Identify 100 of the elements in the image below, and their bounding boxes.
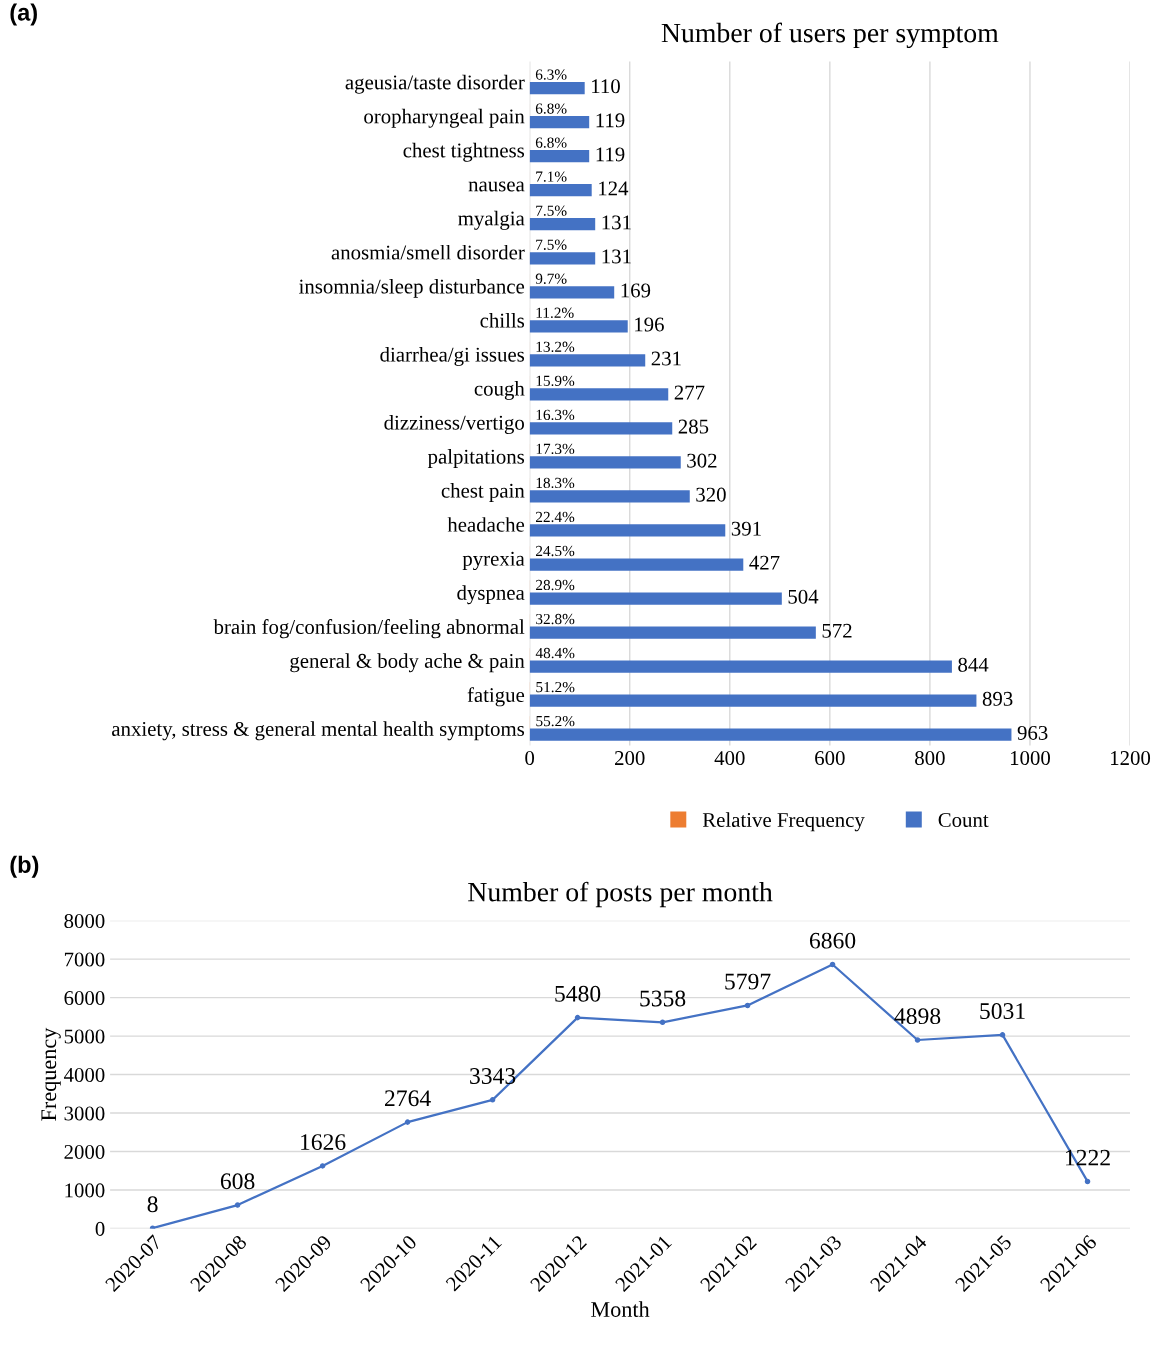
text: (b) [10, 855, 39, 878]
point [914, 1037, 921, 1043]
data-label: 2764 [385, 1090, 431, 1107]
data-label: 1626 [301, 1134, 346, 1150]
y-tick-label: ageusia/taste disorder [345, 74, 525, 94]
data-label: 18.3% [536, 477, 575, 489]
data-label: 196 [635, 317, 664, 332]
data-label: 51.2% [536, 681, 575, 693]
data-label: 5797 [725, 973, 771, 990]
bar [529, 116, 590, 129]
bar [529, 320, 628, 333]
legend-label: Relative Frequency [702, 812, 865, 832]
data-label: 8 [147, 1196, 158, 1213]
point [999, 1032, 1006, 1038]
y-tick-label: oropharyngeal pain [364, 108, 525, 128]
x-tick-label: 600 [815, 751, 845, 766]
y-tick-label: 7000 [64, 952, 105, 967]
y-tick-label: anosmia/smell disorder [331, 244, 525, 260]
y-tick-label: 6000 [64, 990, 105, 1006]
y-tick-label: dyspnea [457, 585, 525, 605]
y-tick-label: diarrhea/gi issues [380, 346, 525, 366]
data-label: 110 [592, 79, 620, 94]
y-axis-title: Frequency [41, 1027, 61, 1121]
y-tick-label: fatigue [467, 687, 525, 707]
chart-title: Number of posts per month [468, 881, 773, 908]
point [404, 1119, 411, 1125]
bar [529, 81, 585, 95]
y-tick-label: pyrexia [462, 551, 525, 571]
y-tick-label: chills [480, 312, 525, 328]
data-label: 15.9% [536, 375, 575, 387]
bar [529, 218, 596, 231]
data-label: 277 [674, 385, 705, 400]
data-label: 11.2% [536, 307, 574, 318]
y-tick-label: 2000 [64, 1144, 105, 1159]
data-label: 6.3% [535, 69, 567, 80]
data-label: 48.4% [535, 647, 575, 659]
x-tick-label: 0 [525, 751, 535, 766]
bar [529, 252, 596, 265]
data-label: 5031 [980, 1003, 1025, 1019]
data-label: 572 [822, 623, 852, 638]
point [744, 1002, 751, 1009]
data-label: 608 [220, 1173, 255, 1190]
data-label: 7.5% [536, 205, 567, 216]
bar [529, 626, 816, 639]
y-tick-label: myalgia [458, 210, 525, 230]
data-label: 28.9% [536, 579, 575, 591]
data-label: 963 [1017, 725, 1048, 740]
data-label: 169 [621, 283, 651, 298]
point [829, 961, 836, 968]
bar [529, 660, 952, 673]
data-label: 17.3% [536, 443, 575, 455]
bar [529, 524, 726, 537]
point [574, 1014, 581, 1021]
data-label: 119 [596, 147, 625, 162]
x-tick-label: 1000 [1010, 751, 1050, 766]
point [489, 1097, 496, 1103]
data-label: 893 [982, 691, 1013, 706]
data-label: 24.5% [536, 545, 575, 557]
data-label: 6.8% [535, 103, 567, 114]
data-label: 131 [602, 249, 631, 264]
point [319, 1163, 326, 1169]
data-label: 119 [596, 113, 625, 128]
data-label: 5480 [555, 985, 601, 1002]
data-label: 16.3% [536, 409, 575, 421]
bar [529, 456, 681, 469]
data-label: 6.8% [535, 137, 567, 148]
bar [529, 388, 669, 401]
data-label: 9.7% [535, 273, 567, 284]
x-tick-label: 1200 [1111, 751, 1151, 766]
bar [529, 184, 592, 197]
data-label: 4898 [894, 1008, 941, 1025]
y-tick-label: general & body ache & pain [290, 653, 525, 673]
y-tick-label: 8000 [64, 914, 105, 929]
data-label: 320 [696, 487, 726, 502]
text: (a) [10, 3, 37, 26]
data-label: 231 [651, 351, 681, 366]
data-label: 427 [749, 555, 780, 570]
y-tick-label: palpitations [427, 449, 525, 468]
data-label: 391 [731, 521, 761, 536]
bar [529, 558, 744, 571]
x-tick-label: 200 [615, 751, 645, 766]
data-label: 22.4% [536, 511, 575, 523]
bar [529, 422, 673, 435]
data-label: 6860 [809, 932, 856, 949]
y-tick-label: cough [474, 381, 525, 400]
bar [529, 490, 690, 503]
y-tick-label: nausea [468, 181, 525, 192]
data-label: 13.2% [536, 341, 575, 352]
bar [529, 728, 1012, 741]
chart-title: Number of users per symptom [661, 22, 999, 49]
point [659, 1019, 666, 1026]
y-tick-label: chest pain [441, 483, 525, 502]
data-label: 844 [958, 657, 989, 672]
y-tick-label: chest tightness [403, 142, 525, 162]
point [234, 1202, 241, 1208]
data-label: 285 [678, 419, 709, 434]
y-tick-label: 4000 [63, 1067, 105, 1082]
y-tick-label: dizziness/vertigo [384, 415, 524, 434]
y-tick-label: insomnia/sleep disturbance [299, 278, 525, 298]
bar [529, 694, 977, 707]
